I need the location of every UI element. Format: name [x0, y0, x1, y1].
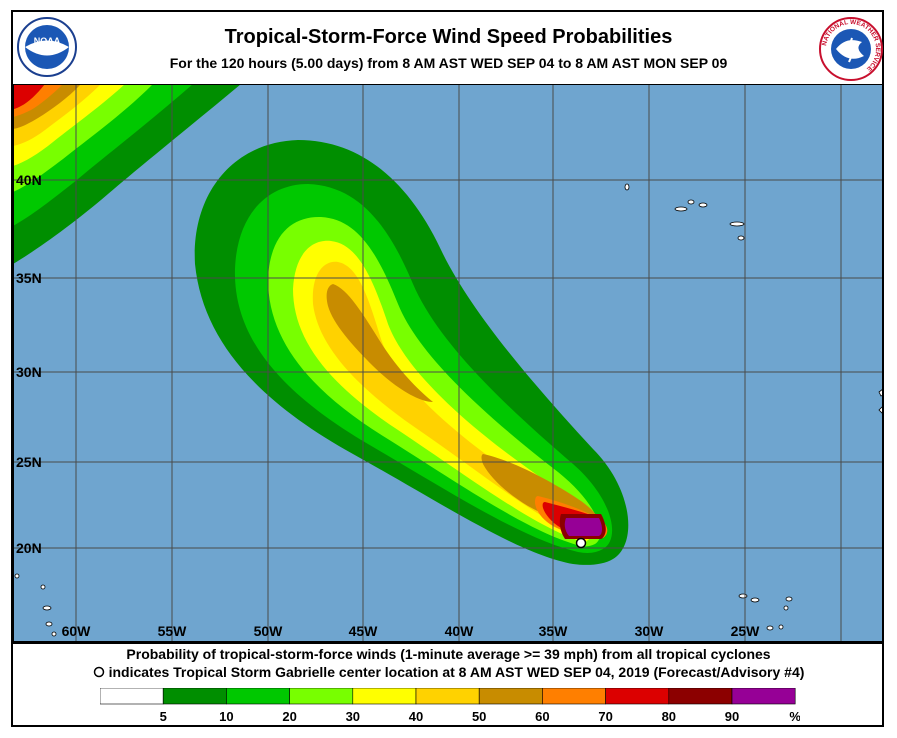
- legend-swatch: [478, 688, 543, 705]
- legend-label: 40: [409, 709, 423, 724]
- lon-label-50w: 50W: [254, 623, 284, 639]
- caption-storm-location-text: indicates Tropical Storm Gabrielle cente…: [108, 664, 805, 680]
- legend-label: 5: [160, 709, 167, 724]
- legend-label: 20: [282, 709, 296, 724]
- legend-swatch: [289, 688, 354, 705]
- lat-label-20n: 20N: [16, 540, 42, 556]
- legend-swatch: [352, 688, 417, 705]
- lat-label-30n: 30N: [16, 364, 42, 380]
- caribbean-islands: [14, 573, 57, 637]
- legend-label: 80: [662, 709, 676, 724]
- noaa-logo: NOAA: [17, 17, 77, 77]
- northwest-probability-swath: [13, 84, 241, 264]
- legend-swatch: [226, 688, 290, 705]
- probability-map: 60W 55W 50W 45W 40W 35W 30W 25W 40N 35N …: [13, 84, 883, 642]
- legend-swatch: [668, 688, 733, 705]
- lat-label-40n: 40N: [16, 172, 42, 188]
- legend-swatch: [731, 688, 796, 705]
- probability-legend: 5 10 20 30 40 50 60 70 80 90%: [100, 688, 800, 724]
- lon-label-60w: 60W: [62, 623, 92, 639]
- lon-label-35w: 35W: [539, 623, 569, 639]
- legend-swatch: [415, 688, 480, 705]
- lon-label-45w: 45W: [349, 623, 379, 639]
- lon-label-40w: 40W: [445, 623, 475, 639]
- lat-label-25n: 25N: [16, 454, 42, 470]
- caption-separator: [13, 642, 883, 644]
- legend-label: %: [789, 709, 800, 724]
- legend-swatch: [542, 688, 606, 705]
- lon-label-30w: 30W: [635, 623, 665, 639]
- lat-lon-grid: [13, 84, 883, 642]
- legend-swatch: [100, 688, 164, 705]
- legend-label: 90: [725, 709, 739, 724]
- lon-label-25w: 25W: [731, 623, 761, 639]
- svg-text:NOAA: NOAA: [34, 36, 61, 46]
- page-title: Tropical-Storm-Force Wind Speed Probabil…: [224, 26, 673, 48]
- legend-swatch: [605, 688, 670, 705]
- storm-center-legend-icon: [93, 666, 104, 678]
- gabrielle-probability-plume: [194, 140, 629, 565]
- azores-islands: [624, 183, 745, 241]
- page-subtitle: For the 120 hours (5.00 days) from 8 AM …: [169, 55, 728, 71]
- legend-label: 50: [472, 709, 486, 724]
- storm-center-marker: [575, 537, 587, 549]
- lon-label-55w: 55W: [158, 623, 188, 639]
- nws-logo: NATIONAL WEATHER SERVICE: [819, 17, 883, 81]
- legend-label: 70: [598, 709, 612, 724]
- lat-label-35n: 35N: [16, 270, 42, 286]
- legend-swatch: [162, 688, 227, 705]
- legend-label: 10: [219, 709, 233, 724]
- legend-label: 30: [346, 709, 360, 724]
- legend-label: 60: [535, 709, 549, 724]
- caption-storm-location: indicates Tropical Storm Gabrielle cente…: [0, 664, 897, 680]
- caption-probability-definition: Probability of tropical-storm-force wind…: [126, 646, 771, 662]
